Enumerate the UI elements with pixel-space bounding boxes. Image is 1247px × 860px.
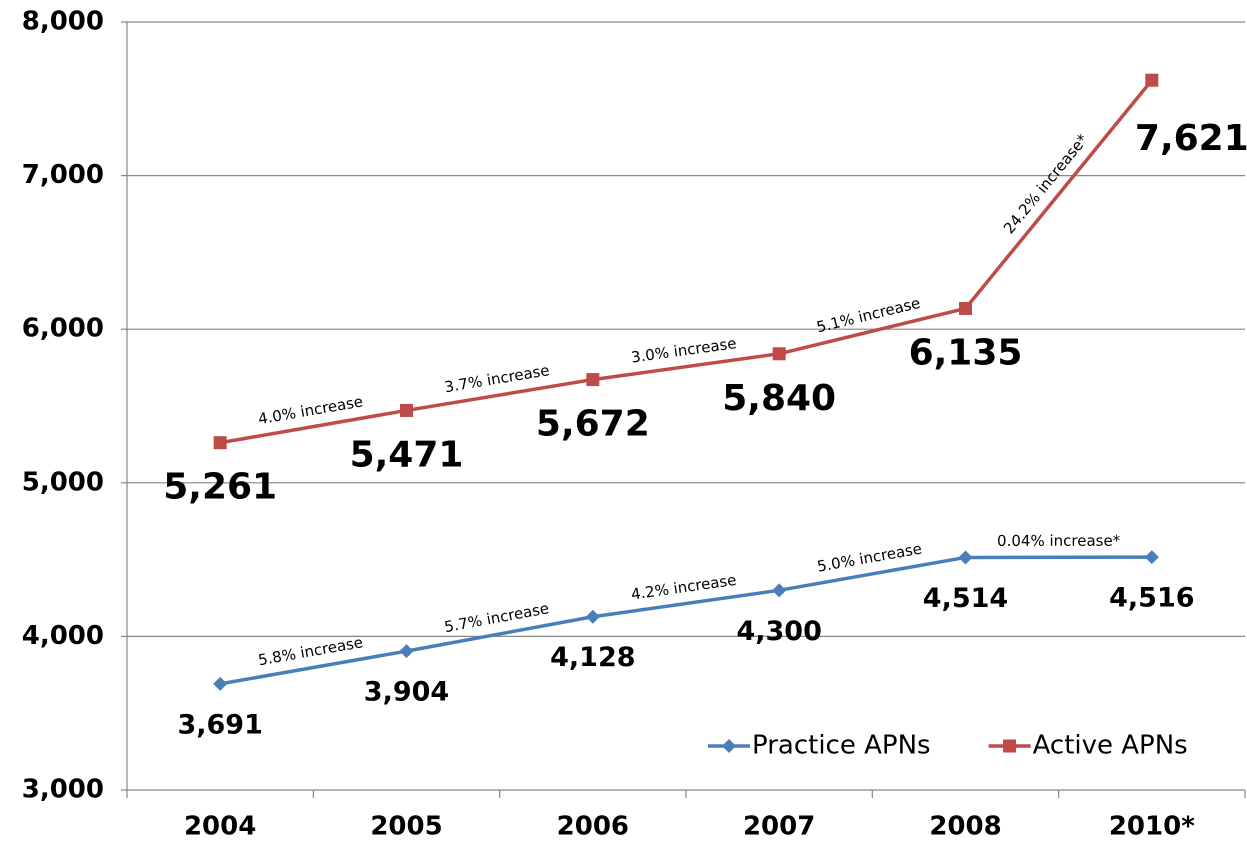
data-label: 4,300 bbox=[736, 616, 821, 647]
increase-label: 5.8% increase bbox=[257, 633, 365, 669]
y-tick-label: 7,000 bbox=[22, 160, 104, 190]
x-tick-label: 2010* bbox=[1109, 812, 1195, 842]
increase-label: 24.2% increase* bbox=[1000, 130, 1092, 237]
marker bbox=[772, 347, 786, 361]
increase-label: 5.0% increase bbox=[816, 540, 924, 576]
legend-label: Practice APNs bbox=[752, 731, 931, 761]
line bbox=[219, 79, 1154, 445]
x-tick-label: 2007 bbox=[743, 812, 815, 842]
y-tick-label: 4,000 bbox=[22, 621, 104, 651]
marker bbox=[399, 644, 414, 659]
data-label: 5,471 bbox=[350, 434, 464, 475]
marker bbox=[722, 739, 736, 753]
x-tick-label: 2006 bbox=[557, 812, 629, 842]
marker bbox=[400, 403, 413, 417]
marker bbox=[1003, 739, 1017, 753]
marker bbox=[772, 583, 787, 598]
data-label: 4,128 bbox=[550, 642, 635, 673]
marker bbox=[585, 609, 600, 624]
data-label: 4,514 bbox=[923, 583, 1008, 614]
increase-label: 4.0% increase bbox=[257, 392, 365, 428]
data-label: 5,261 bbox=[163, 467, 277, 508]
data-label: 4,516 bbox=[1109, 583, 1194, 614]
data-label: 3,904 bbox=[364, 677, 449, 708]
legend-label: Active APNs bbox=[1033, 731, 1188, 761]
increase-label: 3.7% increase bbox=[443, 361, 551, 396]
increase-label: 0.04% increase* bbox=[997, 532, 1121, 550]
increase-label: 5.7% increase bbox=[443, 599, 551, 636]
data-label: 3,691 bbox=[177, 709, 262, 740]
data-label: 5,840 bbox=[722, 378, 836, 419]
marker bbox=[958, 550, 973, 565]
y-tick-label: 8,000 bbox=[22, 7, 104, 37]
data-label: 5,672 bbox=[536, 404, 650, 445]
marker bbox=[959, 301, 972, 315]
x-tick-label: 2005 bbox=[370, 812, 442, 842]
data-label: 6,135 bbox=[909, 332, 1023, 373]
line bbox=[219, 555, 1152, 686]
data-label: 7,621 bbox=[1135, 118, 1247, 159]
y-tick-label: 5,000 bbox=[22, 467, 104, 497]
x-tick-label: 2004 bbox=[184, 812, 256, 842]
marker bbox=[1145, 73, 1159, 87]
marker bbox=[586, 373, 600, 387]
marker bbox=[1144, 550, 1159, 565]
y-tick-label: 6,000 bbox=[22, 314, 104, 344]
increase-label: 5.1% increase bbox=[815, 294, 922, 337]
x-tick-label: 2008 bbox=[929, 812, 1001, 842]
marker bbox=[213, 436, 227, 450]
y-tick-label: 3,000 bbox=[22, 775, 104, 805]
marker bbox=[213, 676, 228, 691]
